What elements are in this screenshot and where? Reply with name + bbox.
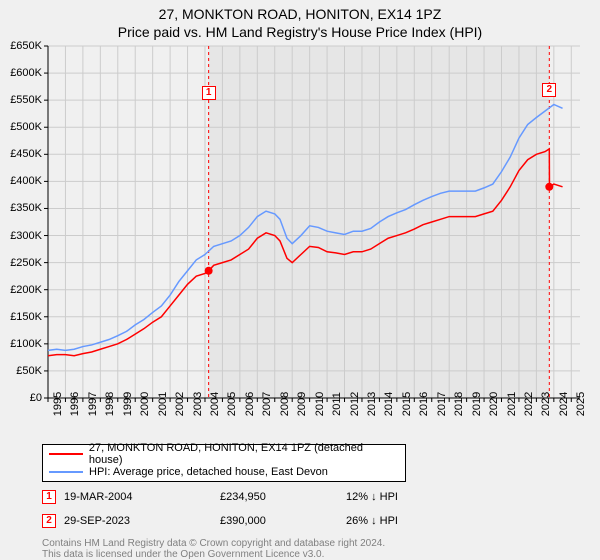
y-tick-label: £450K <box>10 148 42 160</box>
y-tick-label: £100K <box>10 338 42 350</box>
x-tick-label: 2018 <box>453 392 465 416</box>
x-tick-label: 2003 <box>192 392 204 416</box>
y-tick-label: £400K <box>10 175 42 187</box>
footer-pct: 26% ↓ HPI <box>346 515 398 527</box>
y-tick-label: £200K <box>10 284 42 296</box>
y-tick-label: £250K <box>10 257 42 269</box>
x-tick-label: 1999 <box>122 392 134 416</box>
legend-line-sample <box>49 453 83 455</box>
x-tick-label: 2022 <box>523 392 535 416</box>
y-tick-label: £50K <box>16 365 42 377</box>
legend-row: 27, MONKTON ROAD, HONITON, EX14 1PZ (det… <box>43 445 405 463</box>
x-tick-label: 2017 <box>436 392 448 416</box>
legend: 27, MONKTON ROAD, HONITON, EX14 1PZ (det… <box>42 444 406 482</box>
y-tick-label: £350K <box>10 202 42 214</box>
x-tick-label: 2024 <box>558 392 570 416</box>
y-tick-label: £600K <box>10 67 42 79</box>
legend-label: 27, MONKTON ROAD, HONITON, EX14 1PZ (det… <box>89 442 399 466</box>
x-tick-label: 2025 <box>575 392 587 416</box>
x-tick-label: 2012 <box>349 392 361 416</box>
x-tick-label: 2013 <box>366 392 378 416</box>
x-tick-label: 1997 <box>87 392 99 416</box>
x-tick-label: 2010 <box>314 392 326 416</box>
x-tick-label: 2001 <box>157 392 169 416</box>
x-tick-label: 2008 <box>279 392 291 416</box>
footer-marker-box: 2 <box>42 514 56 528</box>
chart-title-line1: 27, MONKTON ROAD, HONITON, EX14 1PZ <box>0 6 600 22</box>
y-tick-label: £0 <box>30 392 42 404</box>
x-tick-label: 2002 <box>174 392 186 416</box>
x-tick-label: 2015 <box>401 392 413 416</box>
x-tick-label: 2005 <box>226 392 238 416</box>
x-tick-label: 2014 <box>383 392 395 416</box>
y-tick-label: £500K <box>10 121 42 133</box>
footer-price: £390,000 <box>220 515 320 527</box>
chart-marker-box-1: 1 <box>202 86 216 100</box>
x-tick-label: 2020 <box>488 392 500 416</box>
legend-label: HPI: Average price, detached house, East… <box>89 466 328 478</box>
x-tick-label: 2011 <box>331 392 343 416</box>
x-tick-label: 2009 <box>296 392 308 416</box>
x-tick-label: 1995 <box>52 392 64 416</box>
x-tick-label: 2021 <box>506 392 518 416</box>
footer-price: £234,950 <box>220 491 320 503</box>
footnote: Contains HM Land Registry data © Crown c… <box>42 538 385 560</box>
y-tick-label: £150K <box>10 311 42 323</box>
y-tick-label: £550K <box>10 94 42 106</box>
x-tick-label: 2023 <box>540 392 552 416</box>
legend-line-sample <box>49 471 83 473</box>
y-tick-label: £300K <box>10 230 42 242</box>
footer-date: 29-SEP-2023 <box>64 515 194 527</box>
chart-title-line2: Price paid vs. HM Land Registry's House … <box>0 24 600 40</box>
x-tick-label: 2000 <box>139 392 151 416</box>
footer-date: 19-MAR-2004 <box>64 491 194 503</box>
x-tick-label: 2004 <box>209 392 221 416</box>
footer-data-row: 2 29-SEP-2023 £390,000 26% ↓ HPI <box>42 514 424 528</box>
y-tick-label: £650K <box>10 40 42 52</box>
x-tick-label: 2007 <box>261 392 273 416</box>
x-tick-label: 2019 <box>471 392 483 416</box>
footer-marker-box: 1 <box>42 490 56 504</box>
chart-marker-box-2: 2 <box>542 83 556 97</box>
footer-pct: 12% ↓ HPI <box>346 491 398 503</box>
x-tick-label: 2016 <box>418 392 430 416</box>
footnote-line2: This data is licensed under the Open Gov… <box>42 549 385 560</box>
x-tick-label: 1996 <box>69 392 81 416</box>
footer-data-row: 1 19-MAR-2004 £234,950 12% ↓ HPI <box>42 490 424 504</box>
footnote-line1: Contains HM Land Registry data © Crown c… <box>42 538 385 549</box>
x-tick-label: 1998 <box>104 392 116 416</box>
chart-plot-area <box>48 46 580 398</box>
x-tick-label: 2006 <box>244 392 256 416</box>
